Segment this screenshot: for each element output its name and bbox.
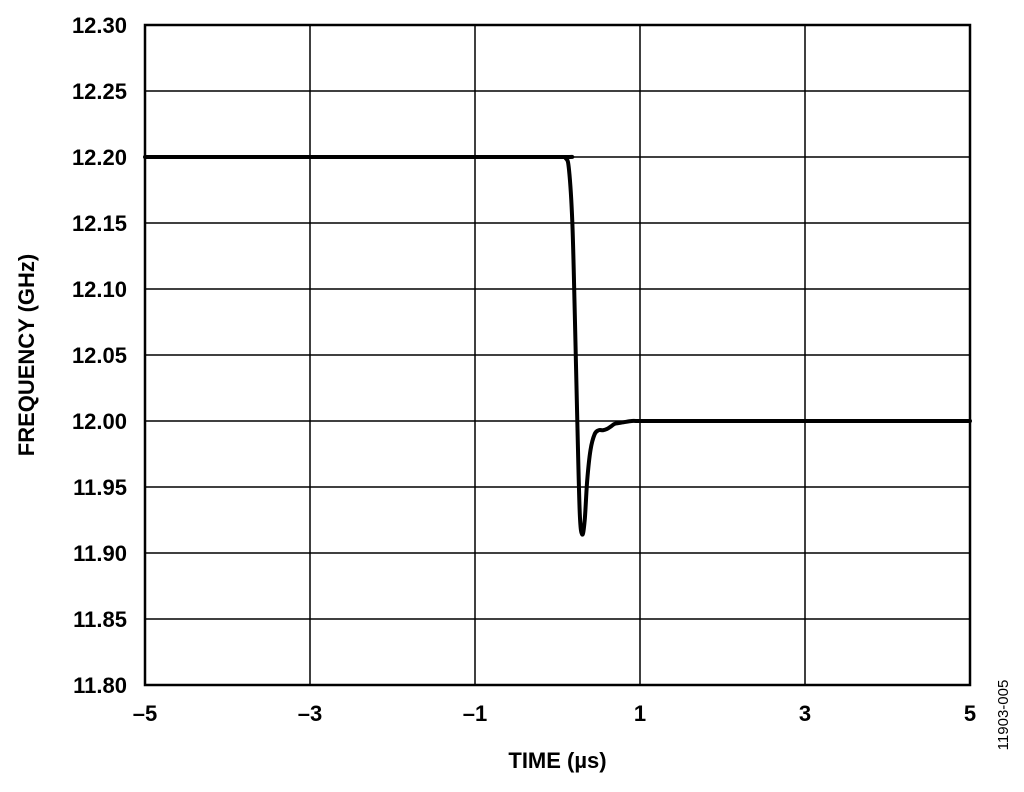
plot-frame — [143, 23, 972, 687]
y-axis-title: FREQUENCY (GHz) — [14, 254, 39, 457]
series-layer — [143, 154, 972, 537]
figure-id: 11903-005 — [995, 680, 1012, 751]
y-tick-label: 12.15 — [72, 211, 127, 236]
grid — [144, 24, 971, 686]
x-tick-label: –1 — [463, 701, 487, 726]
y-tick-label: 12.10 — [72, 277, 127, 302]
y-tick-label: 12.30 — [72, 13, 127, 38]
x-tick-label: –3 — [298, 701, 322, 726]
x-tick-label: 5 — [964, 701, 976, 726]
y-tick-labels: 11.80 11.85 11.90 11.95 12.00 12.05 12.10 12.15… — [72, 13, 127, 698]
x-tick-label: 1 — [634, 701, 646, 726]
x-tick-labels: –5 –3 –1 1 3 5 — [133, 701, 976, 726]
y-tick-label: 12.20 — [72, 145, 127, 170]
y-tick-label: 11.90 — [73, 541, 127, 566]
y-tick-label: 12.05 — [72, 343, 127, 368]
series-line-frequency — [143, 154, 972, 537]
y-tick-label: 11.80 — [73, 673, 127, 698]
x-axis-title: TIME (µs) — [508, 748, 606, 773]
x-tick-label: –5 — [133, 701, 157, 726]
x-tick-label: 3 — [799, 701, 811, 726]
y-tick-label: 12.00 — [72, 409, 127, 434]
y-tick-label: 11.95 — [73, 475, 127, 500]
y-tick-label: 11.85 — [73, 607, 127, 632]
y-tick-label: 12.25 — [72, 79, 127, 104]
